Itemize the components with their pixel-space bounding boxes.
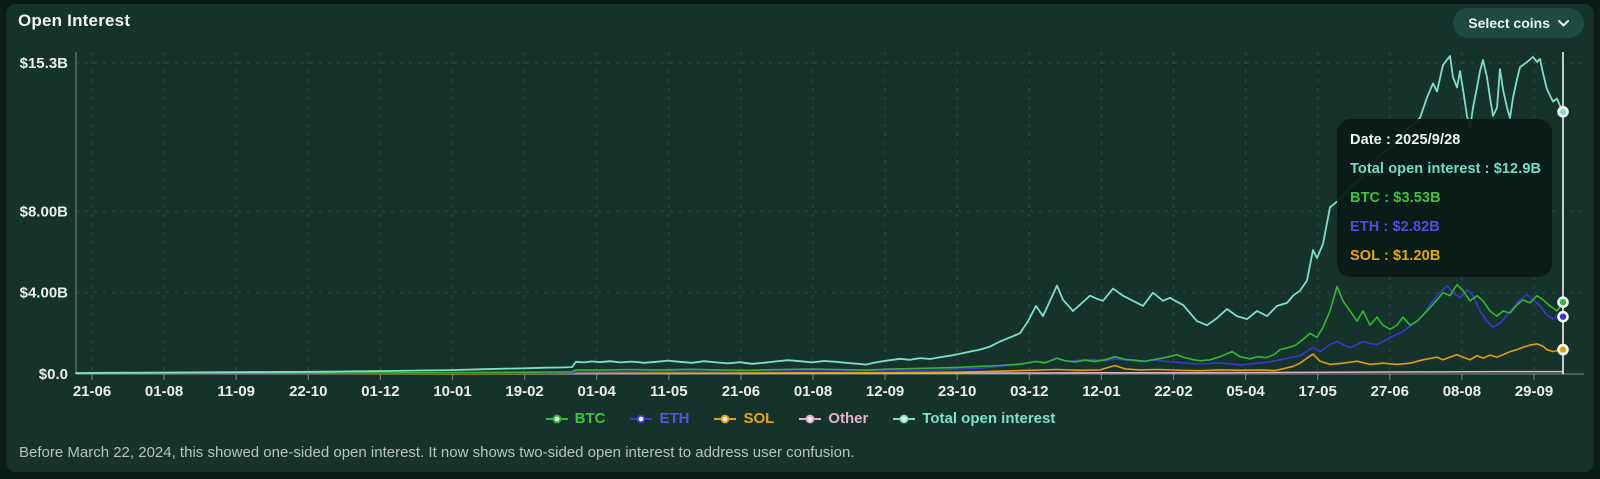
x-axis-label: 27-06: [1371, 383, 1409, 400]
chart-tooltip: Date : 2025/9/28 Total open interest : $1…: [1337, 119, 1553, 277]
x-axis-label: 01-08: [794, 383, 832, 400]
x-axis-label: 01-12: [361, 383, 399, 400]
tooltip-row-total-open-interest: Total open interest : $12.9B: [1350, 161, 1542, 177]
x-axis-label: 12-01: [1082, 383, 1120, 400]
x-axis-label: 10-01: [433, 383, 471, 400]
crosshair-marker-total-open-interest: [1557, 106, 1569, 118]
legend-label: Other: [828, 410, 869, 427]
x-axis-label: 05-04: [1226, 383, 1265, 400]
x-axis-label: 01-04: [578, 383, 617, 400]
crosshair-marker-sol: [1557, 343, 1569, 356]
y-axis-label: $8.00B: [20, 203, 69, 220]
series-line-sol: [75, 343, 1564, 375]
x-axis-label: 17-05: [1299, 383, 1337, 400]
legend-item-btc[interactable]: BTC: [545, 410, 606, 427]
x-axis-label: 11-05: [650, 383, 688, 400]
select-coins-button[interactable]: Select coins: [1453, 8, 1584, 38]
legend-item-sol[interactable]: SOL: [713, 410, 774, 427]
footer-note: Before March 22, 2024, this showed one-s…: [19, 444, 855, 461]
x-axis-label: 29-09: [1515, 383, 1553, 400]
legend-marker-icon: [545, 414, 568, 423]
x-axis-label: 11-09: [217, 383, 255, 400]
legend-item-total-open-interest[interactable]: Total open interest: [892, 410, 1055, 427]
y-axis-label: $15.3B: [20, 55, 69, 72]
x-axis-label: 22-02: [1154, 383, 1192, 400]
x-axis-label: 22-10: [289, 383, 327, 400]
series-line-total-open-interest: [75, 55, 1564, 374]
select-coins-label: Select coins: [1468, 15, 1550, 31]
card-header: Open Interest Select coins: [6, 4, 1594, 44]
legend-marker-icon: [893, 414, 916, 423]
page-title: Open Interest: [18, 11, 131, 30]
legend-label: SOL: [743, 410, 775, 427]
x-axis-label: 08-08: [1443, 383, 1481, 400]
legend-marker-icon: [714, 414, 737, 423]
tooltip-row-btc: BTC : $3.53B: [1350, 190, 1441, 206]
x-axis-label: 21-06: [722, 383, 760, 400]
legend-marker-icon: [630, 414, 653, 423]
tooltip-row-eth: ETH : $2.82B: [1350, 219, 1440, 235]
x-axis-label: 03-12: [1010, 383, 1048, 400]
crosshair-marker-btc: [1557, 296, 1569, 309]
x-axis-label: 21-06: [73, 383, 111, 400]
legend-label: BTC: [574, 410, 606, 427]
series-line-eth: [75, 284, 1564, 375]
x-axis-label: 23-10: [938, 383, 976, 400]
legend-label: ETH: [659, 410, 690, 427]
open-interest-chart[interactable]: $0.0 $4.00B $8.00B $15.3B 21-06 01-08 11-09 22-…: [6, 4, 1594, 472]
open-interest-card: $0.0 $4.00B $8.00B $15.3B 21-06 01-08 11-09 22-…: [6, 4, 1594, 472]
x-axis-label: 01-08: [145, 383, 183, 400]
tooltip-row-date: Date : 2025/9/28: [1350, 132, 1461, 148]
chart-legend: BTC ETH SOL Other Total open interest: [6, 410, 1594, 427]
chevron-down-icon: [1558, 19, 1569, 26]
legend-marker-icon: [799, 414, 822, 423]
tooltip-row-sol: SOL : $1.20B: [1350, 248, 1441, 264]
x-axis-label: 19-02: [505, 383, 543, 400]
series-line-btc: [75, 283, 1564, 375]
y-axis-label: $4.00B: [20, 285, 69, 302]
x-axis-label: 12-09: [866, 383, 904, 400]
legend-item-eth[interactable]: ETH: [629, 410, 689, 427]
legend-item-other[interactable]: Other: [798, 410, 868, 427]
crosshair-marker-eth: [1557, 310, 1569, 323]
y-axis-label: $0.0: [39, 366, 68, 383]
legend-label: Total open interest: [922, 410, 1056, 427]
